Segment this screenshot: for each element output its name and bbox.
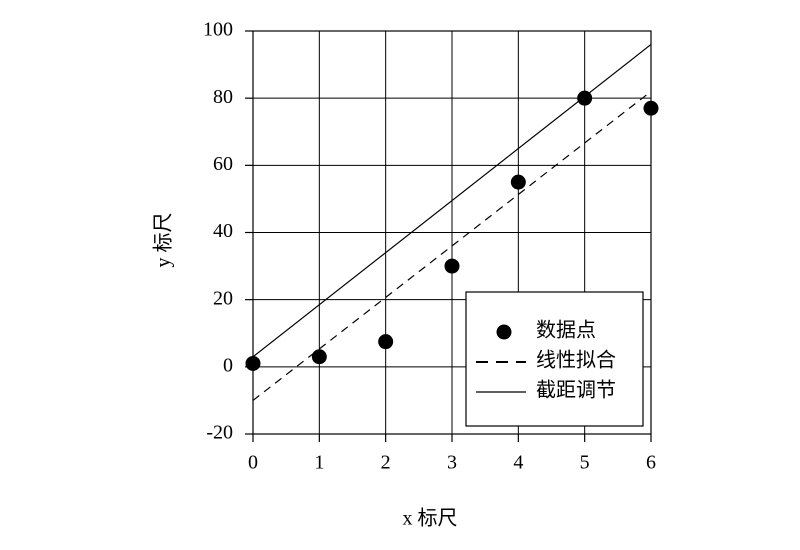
- y-tick-label: 100: [203, 19, 233, 41]
- data-point: [245, 355, 261, 371]
- data-point: [444, 258, 460, 274]
- y-axis-label: y 标尺: [152, 213, 175, 268]
- x-tick-label: 0: [248, 452, 258, 474]
- legend-label: 数据点: [536, 319, 596, 342]
- y-tick-label: 0: [223, 354, 233, 376]
- data-point: [577, 90, 593, 106]
- x-axis-label: x 标尺: [403, 507, 458, 530]
- x-tick-label: 2: [381, 452, 391, 474]
- data-point: [510, 174, 526, 190]
- x-tick-label: 1: [314, 452, 324, 474]
- x-tick-label: 4: [513, 452, 523, 474]
- legend-marker: [496, 324, 512, 340]
- y-tick-label: -20: [206, 422, 233, 444]
- x-tick-label: 3: [447, 452, 457, 474]
- legend-box: [465, 291, 644, 427]
- legend-label: 线性拟合: [536, 349, 616, 372]
- x-tick-label: 5: [580, 452, 590, 474]
- y-tick-label: 20: [213, 287, 233, 309]
- legend-label: 截距调节: [536, 379, 616, 402]
- y-tick-label: 40: [213, 220, 233, 242]
- data-point: [311, 349, 327, 365]
- series-line: [252, 43, 652, 358]
- y-tick-label: 80: [213, 86, 233, 108]
- data-point: [643, 100, 659, 116]
- x-tick-label: 6: [646, 452, 656, 474]
- plot-frame: [252, 30, 652, 435]
- data-point: [378, 334, 394, 350]
- y-tick-label: 60: [213, 153, 233, 175]
